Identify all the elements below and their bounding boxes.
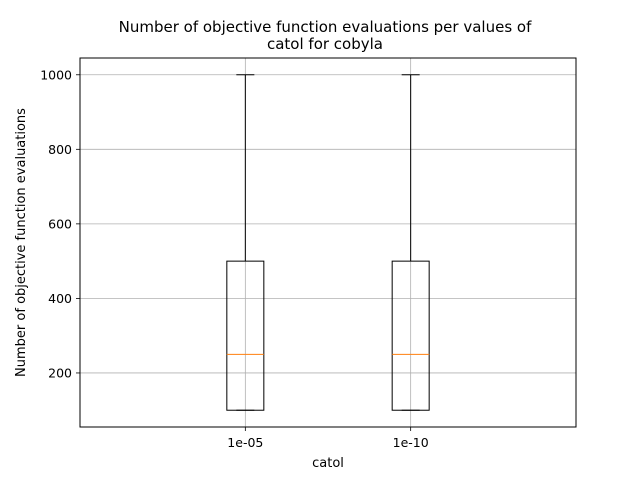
x-tick-label: 1e-05: [227, 435, 263, 450]
axis-ticks: 200 400 600 800 1000 1e-05 1e-10: [40, 67, 429, 450]
box-series: [226, 74, 430, 411]
x-axis-label: catol: [312, 456, 344, 471]
y-tick-label: 800: [48, 142, 72, 157]
box-1e-05: [226, 74, 265, 411]
y-tick-label: 600: [48, 216, 72, 231]
chart-title-line-1: Number of objective function evaluations…: [119, 18, 532, 36]
x-tick-label: 1e-10: [393, 435, 429, 450]
plot-frame: [79, 57, 577, 428]
chart-title-line-2: catol for cobyla: [267, 35, 383, 53]
y-axis-label: Number of objective function evaluations: [14, 108, 29, 377]
iqr-box: [391, 260, 430, 411]
box-1e-10: [391, 74, 430, 411]
y-tick-label: 400: [48, 291, 72, 306]
grid-lines: [80, 58, 576, 427]
iqr-box: [226, 260, 265, 411]
y-tick-label: 200: [48, 365, 72, 380]
y-tick-label: 1000: [40, 67, 72, 82]
